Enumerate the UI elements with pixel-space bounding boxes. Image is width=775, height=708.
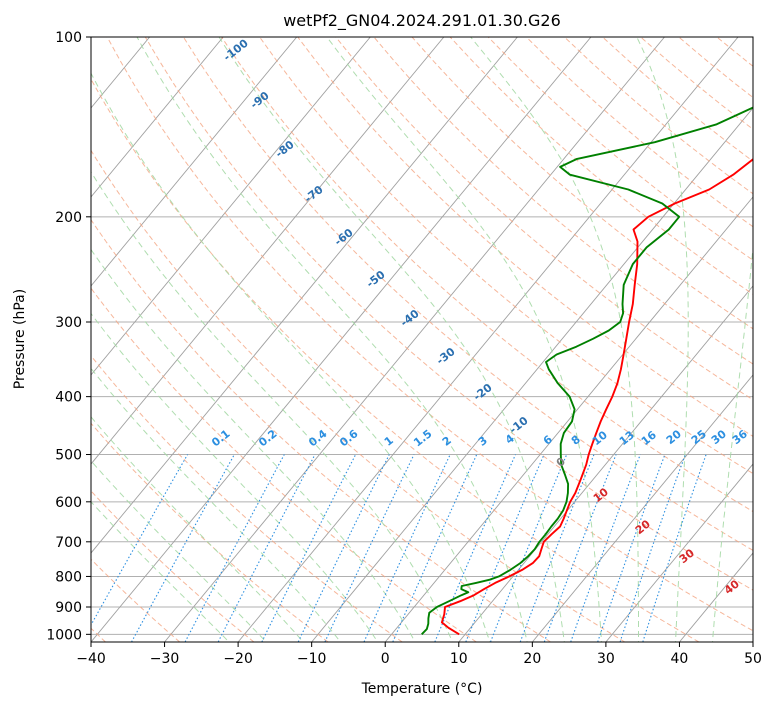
isotherm-line xyxy=(311,107,753,642)
isotherm-line xyxy=(458,285,753,642)
x-tick-label: 50 xyxy=(744,651,762,667)
x-tick-label: −10 xyxy=(297,651,327,667)
isotherm-line xyxy=(91,37,518,554)
y-tick-label: 800 xyxy=(55,569,82,585)
mixing-ratio-line xyxy=(570,454,641,642)
x-axis-label: Temperature (°C) xyxy=(361,681,483,697)
mixing-ratio-line xyxy=(324,454,415,642)
y-tick-label: 600 xyxy=(55,495,82,511)
moist-adiabats xyxy=(91,37,753,642)
y-axis-label: Pressure (hPa) xyxy=(12,289,28,389)
mixing-ratio-line xyxy=(363,454,451,642)
sounding-profiles xyxy=(421,106,753,636)
moist-adiabat-line xyxy=(136,37,528,642)
isotherm-line xyxy=(91,37,592,642)
x-tick-label: 10 xyxy=(450,651,468,667)
x-tick-label: 30 xyxy=(597,651,615,667)
dry-adiabat-line xyxy=(91,287,477,642)
mixing-ratio-line xyxy=(184,454,285,642)
mixing-ratio-line xyxy=(619,454,686,642)
x-tick-label: 0 xyxy=(381,651,390,667)
mixing-ratio-line xyxy=(261,454,357,642)
isotherm-line xyxy=(384,196,753,642)
mixing-ratio-line xyxy=(543,454,617,642)
chart-title: wetPf2_GN04.2024.291.01.30.G26 xyxy=(283,11,561,31)
dry-adiabat-line xyxy=(91,490,255,642)
mixing-ratio-line xyxy=(597,454,666,642)
y-tick-label: 1000 xyxy=(46,627,82,643)
isotherm-line xyxy=(164,37,665,642)
moist-adiabat-line xyxy=(91,170,454,642)
moist-adiabat-line xyxy=(711,242,753,642)
moist-adiabat-line xyxy=(91,248,416,642)
isotherm-line xyxy=(237,37,739,642)
moist-adiabat-line xyxy=(91,500,230,642)
moist-adiabat-line xyxy=(218,37,565,642)
dry-adiabat-line xyxy=(411,37,753,330)
temperature-profile-line xyxy=(440,158,753,636)
isotherm-grid xyxy=(91,37,753,642)
mixing-ratio-line xyxy=(519,454,595,642)
y-tick-label: 500 xyxy=(55,448,82,464)
y-tick-label: 400 xyxy=(55,390,82,406)
x-tick-label: 40 xyxy=(671,651,689,667)
mixing-ratio-line xyxy=(297,454,390,642)
y-axis: 100 200 300 400 500 600 700 800 900 1000 xyxy=(46,30,91,643)
y-tick-label: 900 xyxy=(55,600,82,616)
isotherm-line xyxy=(531,374,753,642)
moist-adiabat-line xyxy=(91,72,491,642)
isobar-grid xyxy=(91,37,753,635)
dry-adiabat-line xyxy=(259,37,753,475)
dry-adiabat-line xyxy=(297,37,753,437)
moist-adiabat-line xyxy=(91,312,379,642)
x-tick-label: 20 xyxy=(523,651,541,667)
x-axis: −40 −30 −20 −10 0 10 20 30 40 50 xyxy=(76,642,762,667)
mixing-ratio-line xyxy=(91,454,189,627)
x-tick-label: −40 xyxy=(76,651,106,667)
plot-area xyxy=(91,37,753,642)
mixing-ratio-line xyxy=(642,454,707,642)
isotherm-line xyxy=(91,37,298,287)
x-tick-label: −30 xyxy=(150,651,180,667)
dry-adiabat-line xyxy=(91,218,551,642)
moist-adiabat-line xyxy=(326,37,602,642)
y-tick-label: 700 xyxy=(55,535,82,551)
mixing-ratio-line xyxy=(131,454,235,642)
mixing-ratio-line xyxy=(217,454,316,642)
dry-adiabat-line xyxy=(221,37,753,513)
moist-adiabat-line xyxy=(91,367,342,642)
isotherm-line xyxy=(91,37,445,465)
dry-adiabat-line xyxy=(106,37,753,632)
y-tick-label: 300 xyxy=(55,315,82,331)
dry-adiabat-line xyxy=(91,78,700,642)
mixing-ratio-line xyxy=(489,454,568,642)
moist-adiabat-line xyxy=(470,37,639,642)
isotherm-line xyxy=(91,37,224,198)
x-tick-label: −20 xyxy=(223,651,253,667)
y-tick-label: 200 xyxy=(55,210,82,226)
dry-adiabat-line xyxy=(91,422,329,642)
y-tick-label: 100 xyxy=(55,30,82,46)
mixing-ratio-lines xyxy=(91,454,707,642)
isotherm-line xyxy=(605,463,753,642)
isotherm-line xyxy=(91,37,371,376)
plot-frame xyxy=(90,36,754,643)
dry-adiabat-line xyxy=(91,149,626,642)
moist-adiabat-line xyxy=(636,37,689,642)
dewpoint-profile-line xyxy=(421,106,753,635)
dry-adiabat-line xyxy=(182,37,753,551)
dry-adiabat-line xyxy=(373,37,753,365)
